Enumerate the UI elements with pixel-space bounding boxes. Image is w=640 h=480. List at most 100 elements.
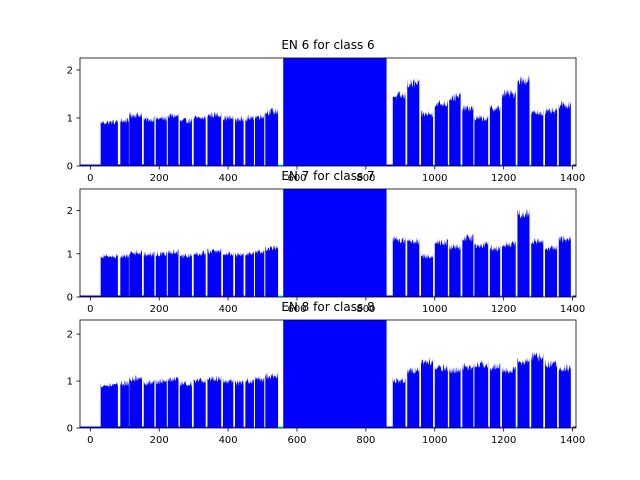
en8-wave-bar <box>100 382 118 428</box>
en8-wave-bar <box>235 379 244 428</box>
en6-ticks: 0 200 400 600 800 1000 1200 1400 0 1 2 <box>67 66 586 185</box>
en7-wave-bar <box>501 240 516 297</box>
en7-ytick-label: 2 <box>67 206 73 217</box>
en8-wave-bar <box>517 357 530 428</box>
en7-wave-bar <box>222 251 234 297</box>
en7-xtick-label: 200 <box>150 304 169 315</box>
en8-ytick-label: 1 <box>67 377 73 388</box>
en7-wave-bar <box>265 245 279 297</box>
en6-wave-bar <box>245 115 254 166</box>
en6-title: EN 6 for class 6 <box>281 38 374 52</box>
en7-wave-bar <box>167 249 179 297</box>
subplot-en8: 0 200 400 600 800 1000 1200 1400 0 1 2 EN 8 for cl… <box>67 300 586 446</box>
en8-marks <box>80 320 576 428</box>
en6-wave-bar <box>558 101 571 166</box>
en6-wave-bar <box>407 78 420 166</box>
en8-xtick-label: 0 <box>87 435 93 446</box>
en7-xtick-label: 400 <box>219 304 238 315</box>
en6-xtick-label: 1200 <box>491 173 516 184</box>
en8-wave-bar <box>155 378 167 428</box>
en8-xtick-label: 200 <box>150 435 169 446</box>
en7-xtick-label: 1200 <box>491 304 516 315</box>
en8-wave-bar <box>474 359 489 428</box>
en7-wave-bar <box>489 245 501 297</box>
en8-wave-bar <box>193 378 206 428</box>
en7-wave-bar <box>449 244 461 297</box>
en6-wave-bar <box>254 113 265 166</box>
en6-wave-bar <box>100 119 118 166</box>
en8-wave-bar <box>143 379 155 428</box>
en8-wave-bar <box>222 378 234 428</box>
en6-wave-bar <box>517 74 530 166</box>
en7-wave-bar <box>143 251 155 297</box>
en8-wave-bar <box>207 375 222 428</box>
en8-wave-bar <box>462 363 474 428</box>
en6-wave-bar <box>207 111 222 166</box>
en8-xtick-label: 400 <box>219 435 238 446</box>
en6-xtick-label: 200 <box>150 173 169 184</box>
en8-block-bar <box>283 320 387 428</box>
en6-wave-bar <box>392 91 406 166</box>
en7-xtick-label: 800 <box>356 304 375 315</box>
en8-wave-bar <box>558 364 571 428</box>
en7-xtick-label: 1400 <box>560 304 585 315</box>
en7-wave-bar <box>129 249 142 297</box>
en6-wave-bar <box>501 89 516 166</box>
en8-wave-bar <box>167 376 179 428</box>
en6-axes-frame <box>79 57 577 167</box>
en6-wave-bar <box>545 108 558 166</box>
en6-xtick-label: 400 <box>219 173 238 184</box>
en8-wave-bar <box>392 377 406 428</box>
en8-xtick-label: 800 <box>356 435 375 446</box>
en7-xtick-label: 1000 <box>422 304 447 315</box>
en7-xtick-label: 0 <box>87 304 93 315</box>
en7-axes-frame <box>79 188 577 298</box>
en7-wave-bar <box>434 238 448 297</box>
en8-wave-bar <box>545 359 558 428</box>
en8-wave-bar <box>434 364 448 428</box>
en8-wave-bar <box>501 366 516 428</box>
en6-wave-bar <box>179 118 192 166</box>
en8-wave-bar <box>407 366 420 428</box>
en6-ytick-label: 0 <box>67 162 73 173</box>
en6-wave-bar <box>489 105 501 166</box>
en7-marks <box>80 189 576 297</box>
en6-ytick-label: 2 <box>67 66 73 77</box>
en8-wave-bar <box>531 351 544 428</box>
en7-wave-bar <box>155 251 167 297</box>
en7-wave-bar <box>254 249 265 297</box>
en6-wave-bar <box>143 116 155 166</box>
en6-block-bar <box>283 58 387 166</box>
en7-wave-bar <box>207 248 222 297</box>
en6-wave-bar <box>434 99 448 166</box>
en6-wave-bar <box>235 116 244 166</box>
en6-xtick-label: 600 <box>287 173 306 184</box>
en8-xtick-label: 600 <box>287 435 306 446</box>
en8-xtick-label: 1000 <box>422 435 447 446</box>
en7-wave-bar <box>531 238 544 297</box>
en6-wave-bar <box>155 115 167 166</box>
en8-ytick-label: 2 <box>67 330 73 341</box>
en8-xtick-label: 1400 <box>560 435 585 446</box>
en7-wave-bar <box>407 237 420 297</box>
en8-wave-bar <box>489 363 501 428</box>
en7-wave-bar <box>245 251 254 297</box>
en7-ticks: 0 200 400 600 800 1000 1200 1400 0 1 2 <box>67 206 586 315</box>
en7-wave-bar <box>474 241 489 297</box>
en8-wave-bar <box>129 375 142 428</box>
en8-wave-bar <box>179 381 192 428</box>
en6-xtick-label: 1000 <box>422 173 447 184</box>
en8-wave-bar <box>120 381 129 428</box>
en6-wave-bar <box>167 112 179 166</box>
en8-xtick-label: 1200 <box>491 435 516 446</box>
en6-marks <box>80 58 576 166</box>
en7-wave-bar <box>179 252 192 297</box>
en8-ticks: 0 200 400 600 800 1000 1200 1400 0 1 2 <box>67 330 586 446</box>
en7-wave-bar <box>462 234 474 297</box>
en6-xtick-label: 800 <box>356 173 375 184</box>
en7-wave-bar <box>558 235 571 297</box>
en7-title: EN 7 for class 7 <box>281 169 374 183</box>
en6-wave-bar <box>449 93 461 166</box>
en7-ytick-label: 1 <box>67 249 73 260</box>
